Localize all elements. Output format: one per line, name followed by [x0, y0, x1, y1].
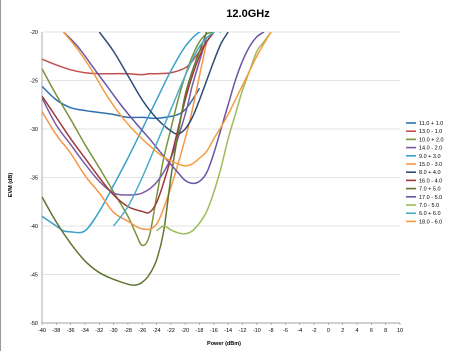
- legend-entry: 7.0 - 5.0: [419, 203, 439, 209]
- legend-entry: 7.0 + 5.0: [419, 187, 441, 193]
- legend-entry: 13.0 - 1.0: [419, 129, 442, 135]
- x-tick-label: -26: [138, 328, 146, 334]
- x-tick-label: -14: [224, 328, 232, 334]
- legend-entry: 11.0 + 1.0: [419, 121, 443, 127]
- series-line: [42, 32, 208, 287]
- x-tick-label: -10: [253, 328, 261, 334]
- series-line: [42, 32, 215, 76]
- y-tick-label: -50: [30, 321, 38, 327]
- left-frame-edge: [0, 0, 1, 351]
- legend-entry: 6.0 + 6.0: [419, 211, 441, 217]
- y-axis-label: EVM (dB): [8, 173, 14, 198]
- x-tick-label: -24: [153, 328, 161, 334]
- x-tick-label: 2: [341, 328, 344, 334]
- legend-entry: 16.0 - 4.0: [419, 178, 442, 184]
- series-line: [42, 32, 215, 214]
- x-tick-label: -18: [196, 328, 204, 334]
- legend: 11.0 + 1.0 13.0 - 1.0 10.0 + 2.0 14.0 - 2.0…: [406, 121, 444, 225]
- series-line: [42, 32, 215, 247]
- x-tick-label: -40: [38, 328, 46, 334]
- legend-entry: 8.0 + 4.0: [419, 170, 441, 176]
- x-tick-label: -16: [210, 328, 218, 334]
- series-line: [42, 41, 208, 231]
- series-line: [98, 32, 229, 135]
- series-line: [42, 32, 207, 234]
- x-axis-label: Power (dBm): [207, 341, 241, 347]
- x-tick-label: -32: [95, 328, 103, 334]
- x-tick-label: -38: [52, 328, 60, 334]
- x-tick-label: -34: [81, 328, 89, 334]
- x-tick-label: -2: [312, 328, 317, 334]
- x-tick-label: -12: [239, 328, 247, 334]
- x-tick-label: 8: [384, 328, 387, 334]
- y-tick-label: -30: [30, 127, 38, 133]
- legend-entry: 10.0 + 2.0: [419, 137, 444, 143]
- legend-entry: 15.0 - 3.0: [419, 162, 442, 168]
- legend-entry: 17.0 - 5.0: [419, 195, 442, 201]
- x-tick-label: -20: [181, 328, 189, 334]
- chart-title: 12.0GHz: [226, 8, 270, 20]
- series-layer: [42, 32, 272, 287]
- legend-entry: 18.0 - 6.0: [419, 219, 442, 225]
- x-tick-label: -8: [269, 328, 274, 334]
- x-tick-label: -22: [167, 328, 175, 334]
- y-tick-label: -20: [30, 30, 38, 36]
- x-tick-label: 0: [327, 328, 330, 334]
- x-tick-label: -30: [110, 328, 118, 334]
- series-line: [62, 32, 272, 167]
- x-tick-label: -36: [67, 328, 75, 334]
- x-tick-label: 4: [356, 328, 359, 334]
- y-tick-label: -35: [30, 176, 38, 182]
- x-tick-label: -6: [283, 328, 288, 334]
- legend-entry: 14.0 - 2.0: [419, 146, 442, 152]
- axes: -50-45-40-35-30-25-20-40 -38 -36 -34 -32 -30-…: [30, 30, 403, 334]
- series-line: [112, 32, 221, 227]
- series-line: [62, 32, 265, 185]
- x-tick-label: 10: [397, 328, 403, 334]
- y-tick-label: -40: [30, 224, 38, 230]
- series-line: [42, 85, 201, 120]
- x-tick-label: -28: [124, 328, 132, 334]
- y-tick-label: -25: [30, 79, 38, 85]
- x-tick-label: -4: [297, 328, 302, 334]
- legend-entry: 9.0 + 3.0: [419, 154, 441, 160]
- series-group: [42, 32, 272, 287]
- series-line: [42, 36, 208, 196]
- y-tick-label: -45: [30, 273, 38, 279]
- x-tick-label: 6: [370, 328, 373, 334]
